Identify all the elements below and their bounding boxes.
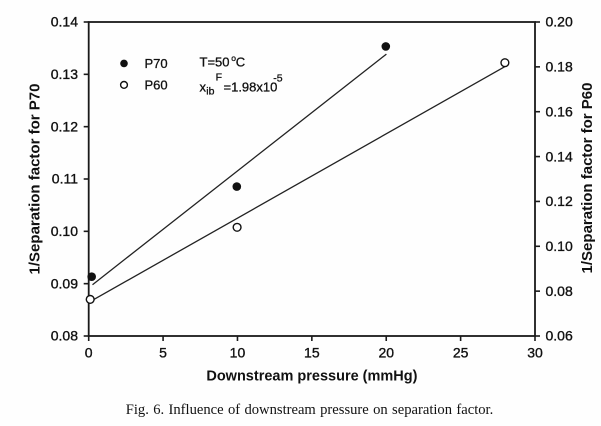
svg-text:0.18: 0.18 [546,59,573,75]
svg-text:0.08: 0.08 [51,328,78,344]
svg-text:Downstream pressure (mmHg): Downstream pressure (mmHg) [206,369,417,385]
svg-text:0.12: 0.12 [51,118,78,134]
svg-text:C: C [236,54,245,69]
svg-text:0.06: 0.06 [546,328,573,344]
svg-text:5: 5 [159,345,167,361]
svg-text:25: 25 [453,345,469,361]
svg-text:1/Separation factor for P70: 1/Separation factor for P70 [27,84,44,275]
svg-text:0: 0 [85,345,93,361]
svg-text:x: x [200,79,207,94]
svg-text:F: F [216,72,222,84]
svg-text:20: 20 [378,345,394,361]
svg-text:T=50: T=50 [200,54,230,69]
svg-text:30: 30 [527,345,543,361]
svg-text:-5: -5 [273,72,282,84]
svg-text:0.20: 0.20 [546,14,573,30]
svg-text:0.11: 0.11 [52,171,78,187]
svg-text:0.12: 0.12 [546,193,573,209]
svg-text:=1.98x10: =1.98x10 [224,79,278,94]
svg-text:0.10: 0.10 [546,238,573,254]
svg-text:P60: P60 [145,77,168,92]
svg-text:0.16: 0.16 [546,103,573,119]
svg-text:P70: P70 [145,56,168,71]
svg-text:0.09: 0.09 [51,275,78,291]
svg-text:0.13: 0.13 [51,66,78,82]
svg-text:0.08: 0.08 [546,283,573,299]
svg-text:o: o [231,53,236,63]
svg-text:ib: ib [206,86,214,98]
svg-text:15: 15 [304,345,320,361]
svg-text:0.14: 0.14 [51,14,78,30]
svg-text:10: 10 [230,345,246,361]
svg-text:1/Separation factor for P60: 1/Separation factor for P60 [579,83,596,274]
svg-text:0.10: 0.10 [51,223,78,239]
svg-text:0.14: 0.14 [546,148,573,164]
